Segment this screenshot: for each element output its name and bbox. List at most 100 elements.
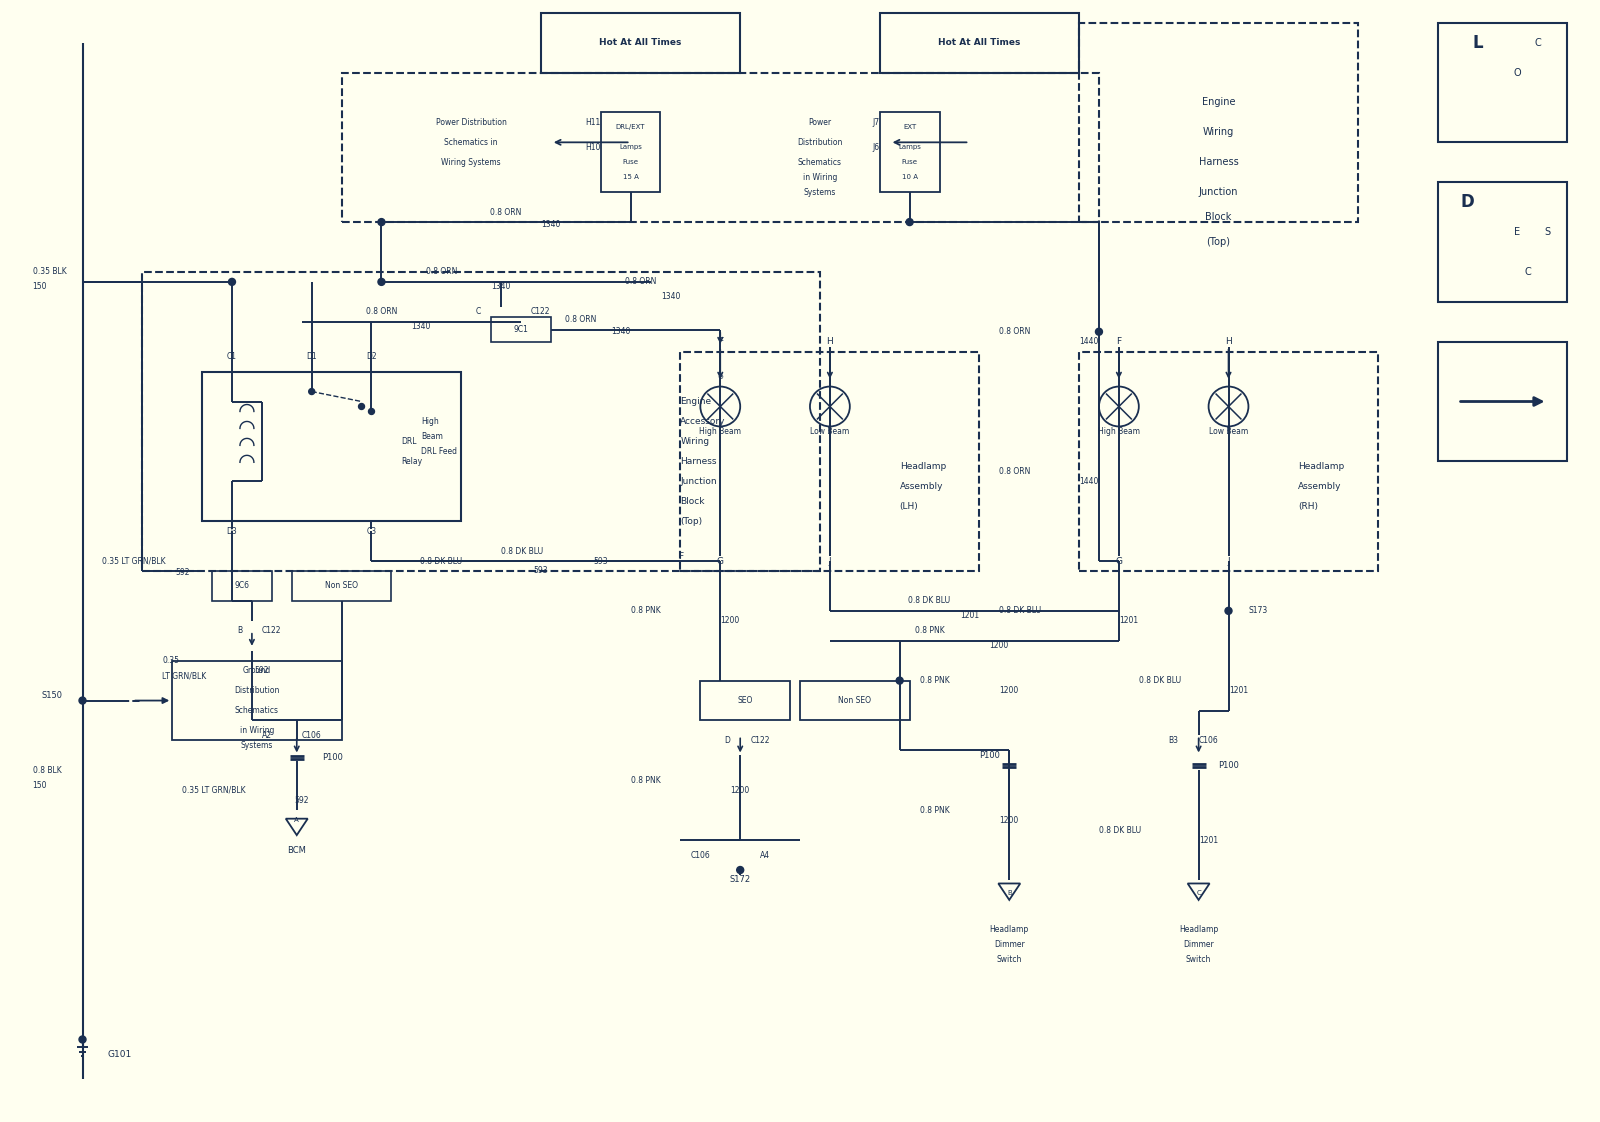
Text: G: G: [1115, 557, 1122, 565]
Bar: [1078, 351, 1378, 571]
Text: 1440: 1440: [1080, 338, 1099, 347]
Text: D: D: [725, 736, 730, 745]
Bar: [600, 112, 661, 192]
Text: Non SEO: Non SEO: [838, 696, 872, 705]
Text: High: High: [421, 417, 438, 426]
Text: 0.35: 0.35: [162, 656, 179, 665]
Text: Block: Block: [1205, 212, 1232, 222]
Text: G101: G101: [107, 1050, 131, 1059]
Text: 0.8 ORN: 0.8 ORN: [366, 307, 397, 316]
Text: J7: J7: [872, 118, 880, 127]
Text: E: E: [1515, 227, 1520, 237]
Text: C: C: [475, 307, 482, 316]
Text: Headlamp: Headlamp: [899, 462, 946, 471]
Text: (RH): (RH): [1298, 502, 1318, 511]
Text: EXT: EXT: [902, 125, 917, 130]
Text: 0.35 LT GRN/BLK: 0.35 LT GRN/BLK: [182, 785, 246, 794]
Text: 0.8 BLK: 0.8 BLK: [32, 766, 61, 775]
Text: LT GRN/BLK: LT GRN/BLK: [162, 671, 206, 680]
Text: P100: P100: [979, 751, 1000, 760]
Text: Ground: Ground: [243, 666, 270, 675]
Text: Fuse: Fuse: [902, 159, 918, 165]
Text: 0.8 PNK: 0.8 PNK: [630, 606, 661, 615]
Text: C122: C122: [262, 626, 282, 635]
Text: Engine: Engine: [1202, 98, 1235, 108]
Text: Fuse: Fuse: [622, 159, 638, 165]
Text: 592: 592: [294, 795, 309, 804]
Text: Dimmer: Dimmer: [1184, 940, 1214, 949]
Text: Harness: Harness: [680, 457, 717, 466]
Text: 10 A: 10 A: [902, 174, 918, 181]
Text: 592: 592: [254, 666, 269, 675]
Text: 0.8 DK BLU: 0.8 DK BLU: [421, 557, 462, 565]
Text: 150: 150: [32, 283, 46, 292]
Text: Wiring: Wiring: [1203, 128, 1234, 137]
Text: BCM: BCM: [288, 846, 306, 855]
Circle shape: [896, 678, 902, 684]
Text: F: F: [1117, 338, 1122, 347]
Text: Block: Block: [680, 497, 706, 506]
Text: C106: C106: [691, 850, 710, 859]
Text: Hot At All Times: Hot At All Times: [600, 38, 682, 47]
Text: C106: C106: [1198, 736, 1218, 745]
Text: Assembly: Assembly: [1298, 481, 1342, 490]
Text: F: F: [718, 338, 723, 347]
Circle shape: [1226, 607, 1232, 615]
Text: 0.8 ORN: 0.8 ORN: [426, 267, 458, 276]
Text: G: G: [717, 557, 723, 565]
Text: 0.8 ORN: 0.8 ORN: [626, 277, 656, 286]
Text: J: J: [829, 557, 832, 565]
Text: 0.8 PNK: 0.8 PNK: [915, 626, 944, 635]
Text: C1: C1: [227, 352, 237, 361]
Text: D2: D2: [366, 352, 378, 361]
Circle shape: [1096, 329, 1102, 335]
Text: D: D: [1461, 193, 1475, 211]
Text: DRL Feed: DRL Feed: [421, 447, 458, 456]
Text: 0.8 PNK: 0.8 PNK: [920, 806, 949, 815]
Text: F: F: [678, 552, 683, 561]
Text: 1201: 1201: [1229, 686, 1248, 696]
Text: 0.8 ORN: 0.8 ORN: [1000, 467, 1030, 476]
Text: 0.8 DK BLU: 0.8 DK BLU: [1139, 677, 1181, 686]
Circle shape: [368, 408, 374, 414]
Text: C122: C122: [750, 736, 770, 745]
Text: 1201: 1201: [1198, 836, 1218, 845]
Text: 1200: 1200: [1000, 686, 1019, 696]
Text: Junction: Junction: [680, 477, 717, 486]
Text: J: J: [1227, 557, 1230, 565]
Text: High Beam: High Beam: [1098, 426, 1139, 436]
Bar: [291, 571, 392, 601]
Text: Power: Power: [808, 118, 832, 127]
Text: 1340: 1340: [661, 293, 680, 302]
Bar: [142, 272, 819, 571]
Text: Systems: Systems: [803, 187, 837, 196]
Text: 593: 593: [594, 557, 608, 565]
Bar: [213, 571, 272, 601]
Text: Lamps: Lamps: [619, 145, 642, 150]
Text: Relay: Relay: [402, 457, 422, 466]
Text: Distribution: Distribution: [234, 686, 280, 696]
Bar: [491, 316, 550, 342]
Text: (LH): (LH): [899, 502, 918, 511]
Text: 15 A: 15 A: [622, 174, 638, 181]
Bar: [880, 12, 1078, 73]
Text: H10: H10: [586, 142, 600, 151]
Text: 1340: 1340: [491, 283, 510, 292]
Text: Assembly: Assembly: [899, 481, 942, 490]
Bar: [541, 12, 741, 73]
Text: Systems: Systems: [240, 741, 274, 749]
Text: B: B: [237, 626, 242, 635]
Text: 1440: 1440: [1080, 477, 1099, 486]
Circle shape: [378, 278, 386, 285]
Text: Hot At All Times: Hot At All Times: [938, 38, 1021, 47]
Text: H: H: [827, 338, 834, 347]
Text: 1340: 1340: [411, 322, 430, 331]
Bar: [880, 112, 939, 192]
Text: Schematics in: Schematics in: [445, 138, 498, 147]
Text: 0.8 DK BLU: 0.8 DK BLU: [501, 546, 542, 555]
Circle shape: [309, 388, 315, 395]
Text: P100: P100: [1219, 761, 1240, 770]
Text: Dimmer: Dimmer: [994, 940, 1024, 949]
Text: H: H: [1226, 338, 1232, 347]
Text: 1201: 1201: [1120, 616, 1139, 625]
